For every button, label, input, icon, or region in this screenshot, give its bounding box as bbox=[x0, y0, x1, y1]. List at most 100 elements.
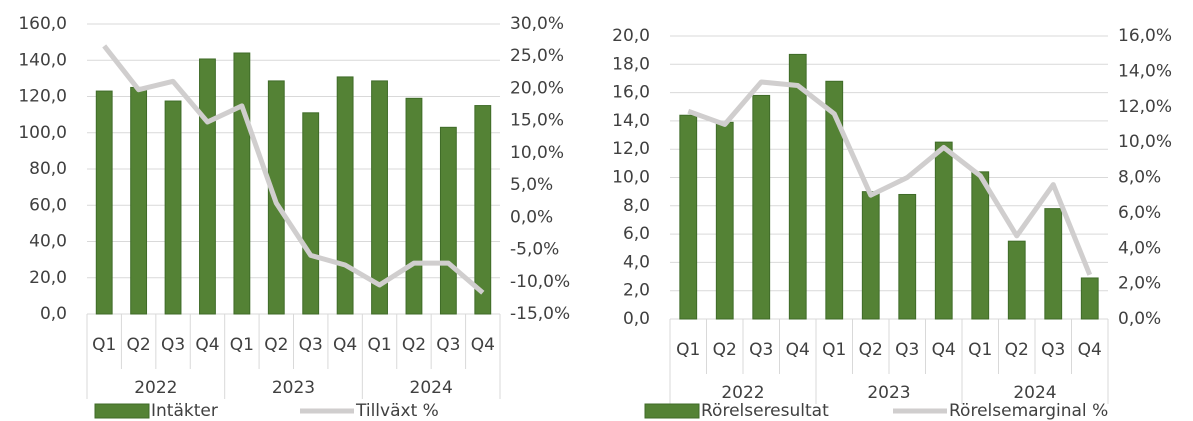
y2-tick-label: 2,0% bbox=[1118, 274, 1161, 294]
x-tick-label: Q3 bbox=[749, 340, 773, 360]
y2-tick-label: 0,0% bbox=[1118, 309, 1161, 329]
group-label: 2023 bbox=[867, 383, 910, 403]
y2-tick-label: 25,0% bbox=[510, 46, 564, 66]
x-tick-label: Q2 bbox=[859, 340, 883, 360]
y2-tick-label: 5,0% bbox=[510, 175, 553, 195]
bar bbox=[825, 80, 844, 320]
x-tick-label: Q4 bbox=[471, 335, 495, 355]
bar bbox=[302, 112, 320, 315]
x-tick-label: Q2 bbox=[713, 340, 737, 360]
x-tick-label: Q4 bbox=[786, 340, 810, 360]
y2-tick-label: 4,0% bbox=[1118, 238, 1161, 258]
legend-label: Tillväxt % bbox=[355, 401, 439, 421]
y2-tick-label: 30,0% bbox=[510, 14, 564, 34]
bar bbox=[788, 53, 807, 320]
bar bbox=[371, 80, 388, 315]
legend-swatch bbox=[644, 403, 700, 419]
y2-tick-label: 20,0% bbox=[510, 78, 564, 98]
line bbox=[102, 44, 485, 295]
bar bbox=[233, 52, 251, 315]
x-tick-label: Q3 bbox=[1041, 340, 1065, 360]
y-tick-label: 12,0 bbox=[612, 139, 650, 159]
y-tick-label: 0,0 bbox=[623, 309, 650, 329]
bar bbox=[898, 193, 917, 320]
y-tick-label: 40,0 bbox=[29, 232, 67, 252]
y2-tick-label: -15,0% bbox=[510, 304, 570, 324]
y-tick-label: 80,0 bbox=[29, 159, 67, 179]
x-tick-label: Q3 bbox=[436, 335, 460, 355]
y-tick-label: 120,0 bbox=[18, 87, 67, 107]
group-label: 2024 bbox=[1013, 383, 1056, 403]
bar bbox=[1080, 277, 1099, 320]
x-tick-label: Q1 bbox=[92, 335, 116, 355]
legend-label: Intäkter bbox=[151, 401, 218, 421]
y-tick-label: 0,0 bbox=[40, 304, 67, 324]
bar bbox=[861, 191, 880, 320]
y2-tick-label: 10,0% bbox=[1118, 132, 1172, 152]
x-tick-label: Q1 bbox=[230, 335, 254, 355]
x-tick-label: Q1 bbox=[968, 340, 992, 360]
legend-label: Rörelsemarginal % bbox=[949, 401, 1108, 421]
x-tick-label: Q1 bbox=[367, 335, 391, 355]
y-tick-label: 6,0 bbox=[623, 224, 650, 244]
legend-swatch bbox=[94, 403, 150, 419]
x-tick-label: Q3 bbox=[299, 335, 323, 355]
bar bbox=[405, 97, 423, 315]
bar bbox=[199, 58, 216, 315]
x-tick-label: Q1 bbox=[676, 340, 700, 360]
y2-tick-label: 15,0% bbox=[510, 111, 564, 131]
bar bbox=[130, 86, 148, 315]
bar bbox=[752, 94, 771, 320]
legend-label: Rörelseresultat bbox=[701, 401, 829, 421]
x-tick-label: Q4 bbox=[932, 340, 956, 360]
bar bbox=[971, 171, 990, 320]
y-tick-label: 18,0 bbox=[612, 54, 650, 74]
y2-tick-label: 8,0% bbox=[1118, 168, 1161, 188]
y-tick-label: 100,0 bbox=[18, 123, 67, 143]
group-label: 2022 bbox=[134, 378, 177, 398]
y-tick-label: 20,0 bbox=[612, 26, 650, 46]
y-tick-label: 10,0 bbox=[612, 168, 650, 188]
y2-tick-label: 14,0% bbox=[1118, 61, 1172, 81]
y2-tick-label: 10,0% bbox=[510, 143, 564, 163]
y-tick-label: 160,0 bbox=[18, 14, 67, 34]
bar bbox=[715, 121, 734, 320]
bar bbox=[95, 90, 113, 315]
bar bbox=[439, 126, 457, 315]
x-tick-label: Q3 bbox=[161, 335, 185, 355]
y-tick-label: 20,0 bbox=[29, 268, 67, 288]
y2-tick-label: -10,0% bbox=[510, 272, 570, 292]
group-label: 2024 bbox=[410, 378, 453, 398]
bar bbox=[934, 141, 953, 320]
y2-tick-label: 6,0% bbox=[1118, 203, 1161, 223]
x-tick-label: Q4 bbox=[195, 335, 219, 355]
bar bbox=[164, 100, 182, 315]
y-tick-label: 140,0 bbox=[18, 50, 67, 70]
x-tick-label: Q2 bbox=[1005, 340, 1029, 360]
bar bbox=[1044, 208, 1063, 320]
y-tick-label: 14,0 bbox=[612, 111, 650, 131]
y-tick-label: 60,0 bbox=[29, 195, 67, 215]
y-tick-label: 2,0 bbox=[623, 281, 650, 301]
x-tick-label: Q4 bbox=[333, 335, 357, 355]
y2-tick-label: 16,0% bbox=[1118, 26, 1172, 46]
x-tick-label: Q2 bbox=[127, 335, 151, 355]
bar bbox=[679, 114, 698, 320]
y-tick-label: 4,0 bbox=[623, 252, 650, 272]
bar bbox=[1007, 240, 1026, 320]
x-tick-label: Q2 bbox=[402, 335, 426, 355]
y2-tick-label: 12,0% bbox=[1118, 97, 1172, 117]
group-label: 2023 bbox=[272, 378, 315, 398]
bar bbox=[336, 76, 354, 315]
y2-tick-label: -5,0% bbox=[510, 240, 559, 260]
x-tick-label: Q2 bbox=[264, 335, 288, 355]
y-tick-label: 16,0 bbox=[612, 83, 650, 103]
line bbox=[687, 79, 1093, 276]
x-tick-label: Q4 bbox=[1078, 340, 1102, 360]
x-tick-label: Q3 bbox=[895, 340, 919, 360]
y2-tick-label: 0,0% bbox=[510, 207, 553, 227]
y-tick-label: 8,0 bbox=[623, 196, 650, 216]
bar bbox=[474, 105, 492, 315]
x-tick-label: Q1 bbox=[822, 340, 846, 360]
